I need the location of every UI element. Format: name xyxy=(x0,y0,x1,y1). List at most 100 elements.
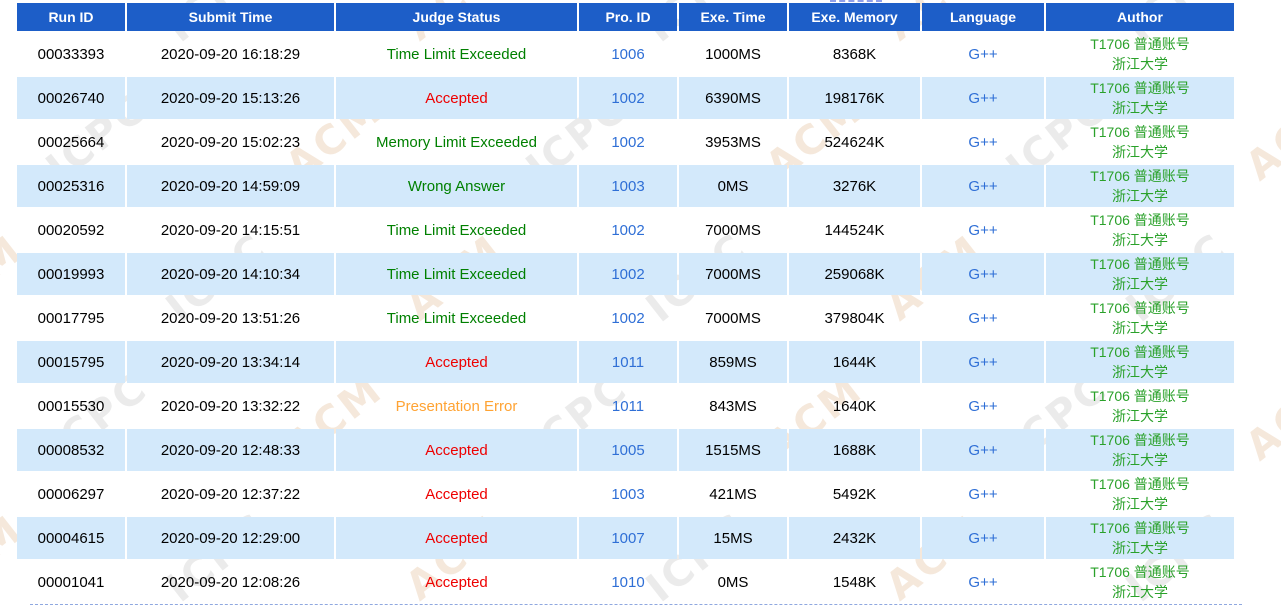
language-link[interactable]: G++ xyxy=(968,133,998,151)
language-cell: G++ xyxy=(922,253,1044,295)
author-school-label: 浙江大学 xyxy=(1112,144,1168,160)
author-account-label: T1706 普通账号 xyxy=(1090,520,1190,536)
exe-memory-cell: 2432K xyxy=(789,517,920,559)
judge-status-cell: Wrong Answer xyxy=(336,165,577,207)
language-link[interactable]: G++ xyxy=(968,529,998,547)
language-cell: G++ xyxy=(922,561,1044,603)
problem-id-cell: 1003 xyxy=(579,165,677,207)
author-cell: T1706 普通账号 浙江大学 xyxy=(1046,341,1234,383)
problem-id-cell: 1007 xyxy=(579,517,677,559)
problem-id-link[interactable]: 1006 xyxy=(611,45,645,63)
exe-time-cell: 7000MS xyxy=(705,221,761,239)
author-cell: T1706 普通账号 浙江大学 xyxy=(1046,429,1234,471)
submit-time-cell: 2020-09-20 13:51:26 xyxy=(160,309,301,327)
problem-id-link[interactable]: 1002 xyxy=(611,309,645,327)
author-school-label: 浙江大学 xyxy=(1112,496,1168,512)
author-account-label: T1706 普通账号 xyxy=(1090,212,1190,228)
judge-status-cell: Accepted xyxy=(336,77,577,119)
language-cell: G++ xyxy=(922,77,1044,119)
table-row: 00015530 2020-09-20 13:32:22 Presentation … xyxy=(17,385,1234,427)
author-account-label: T1706 普通账号 xyxy=(1090,344,1190,360)
column-header-exe_time: Exe. Time xyxy=(679,3,787,31)
table-row: 00006297 2020-09-20 12:37:22 Accepted 1003 4… xyxy=(17,473,1234,515)
language-link[interactable]: G++ xyxy=(968,309,998,327)
run-id-cell: 00015795 xyxy=(17,341,125,383)
language-link[interactable]: G++ xyxy=(968,397,998,415)
column-header-run_id: Run ID xyxy=(17,3,125,31)
judge-status-cell: Accepted xyxy=(336,517,577,559)
judge-status-cell: Memory Limit Exceeded xyxy=(376,133,537,151)
submit-time-cell: 2020-09-20 13:34:14 xyxy=(127,341,334,383)
problem-id-link[interactable]: 1003 xyxy=(611,177,645,195)
bottom-dashed-divider xyxy=(30,604,1242,605)
problem-id-link[interactable]: 1010 xyxy=(611,573,645,591)
exe-memory-cell: 259068K xyxy=(789,253,920,295)
author-account-label: T1706 普通账号 xyxy=(1090,564,1190,580)
language-cell: G++ xyxy=(922,121,1044,163)
exe-memory-cell: 8368K xyxy=(832,45,877,63)
table-row: 00019993 2020-09-20 14:10:34 Time Limit Ex… xyxy=(17,253,1234,295)
table-row: 00001041 2020-09-20 12:08:26 Accepted 1010 0… xyxy=(17,561,1234,603)
problem-id-cell: 1003 xyxy=(579,473,677,515)
language-cell: G++ xyxy=(922,517,1044,559)
exe-time-cell: 421MS xyxy=(709,485,757,503)
language-link[interactable]: G++ xyxy=(968,45,998,63)
exe-memory-cell: 1644K xyxy=(789,341,920,383)
column-header-author: Author xyxy=(1046,3,1234,31)
author-school-label: 浙江大学 xyxy=(1112,188,1168,204)
submission-table: Run ID Submit Time Judge Status Pro. ID Exe.… xyxy=(15,1,1236,605)
language-link[interactable]: G++ xyxy=(968,441,998,459)
table-body: 00033393 2020-09-20 16:18:29 Time Limit Ex… xyxy=(17,33,1234,603)
author-account-label: T1706 普通账号 xyxy=(1090,36,1190,52)
problem-id-cell: 1002 xyxy=(579,253,677,295)
problem-id-link[interactable]: 1002 xyxy=(611,221,645,239)
run-id-cell: 00033393 xyxy=(37,45,105,63)
problem-id-cell: 1011 xyxy=(579,341,677,383)
language-link[interactable]: G++ xyxy=(968,485,998,503)
run-id-cell: 00006297 xyxy=(37,485,105,503)
author-cell: T1706 普通账号 浙江大学 xyxy=(1046,33,1234,75)
run-id-cell: 00008532 xyxy=(17,429,125,471)
author-account-label: T1706 普通账号 xyxy=(1090,300,1190,316)
language-link[interactable]: G++ xyxy=(968,89,998,107)
language-cell: G++ xyxy=(922,165,1044,207)
language-link[interactable]: G++ xyxy=(968,177,998,195)
problem-id-link[interactable]: 1007 xyxy=(611,529,645,547)
language-cell: G++ xyxy=(922,473,1044,515)
language-link[interactable]: G++ xyxy=(968,265,998,283)
submit-time-cell: 2020-09-20 12:08:26 xyxy=(160,573,301,591)
language-link[interactable]: G++ xyxy=(968,353,998,371)
language-cell: G++ xyxy=(922,33,1044,75)
problem-id-link[interactable]: 1011 xyxy=(611,397,645,415)
table-row: 00020592 2020-09-20 14:15:51 Time Limit Ex… xyxy=(17,209,1234,251)
judge-status-cell: Accepted xyxy=(425,573,488,591)
problem-id-link[interactable]: 1005 xyxy=(611,441,645,459)
problem-id-link[interactable]: 1002 xyxy=(611,89,645,107)
problem-id-link[interactable]: 1003 xyxy=(611,485,645,503)
submit-time-cell: 2020-09-20 14:10:34 xyxy=(127,253,334,295)
run-id-cell: 00017795 xyxy=(37,309,105,327)
author-school-label: 浙江大学 xyxy=(1112,232,1168,248)
submit-time-cell: 2020-09-20 14:15:51 xyxy=(160,221,301,239)
run-id-cell: 00019993 xyxy=(17,253,125,295)
language-link[interactable]: G++ xyxy=(968,573,998,591)
exe-time-cell: 6390MS xyxy=(679,77,787,119)
exe-memory-cell: 524624K xyxy=(824,133,885,151)
table-row: 00015795 2020-09-20 13:34:14 Accepted 1011 8… xyxy=(17,341,1234,383)
column-header-language: Language xyxy=(922,3,1044,31)
problem-id-cell: 1005 xyxy=(579,429,677,471)
run-id-cell: 00025664 xyxy=(37,133,105,151)
author-account-label: T1706 普通账号 xyxy=(1090,256,1190,272)
judge-status-cell: Accepted xyxy=(336,341,577,383)
submit-time-cell: 2020-09-20 16:18:29 xyxy=(160,45,301,63)
exe-time-cell: 7000MS xyxy=(705,309,761,327)
author-school-label: 浙江大学 xyxy=(1112,364,1168,380)
language-link[interactable]: G++ xyxy=(968,221,998,239)
judge-status-cell: Time Limit Exceeded xyxy=(386,45,527,63)
problem-id-link[interactable]: 1002 xyxy=(611,133,645,151)
author-cell: T1706 普通账号 浙江大学 xyxy=(1046,209,1234,251)
problem-id-link[interactable]: 1002 xyxy=(611,265,645,283)
exe-memory-cell: 379804K xyxy=(824,309,885,327)
problem-id-link[interactable]: 1011 xyxy=(611,353,645,371)
